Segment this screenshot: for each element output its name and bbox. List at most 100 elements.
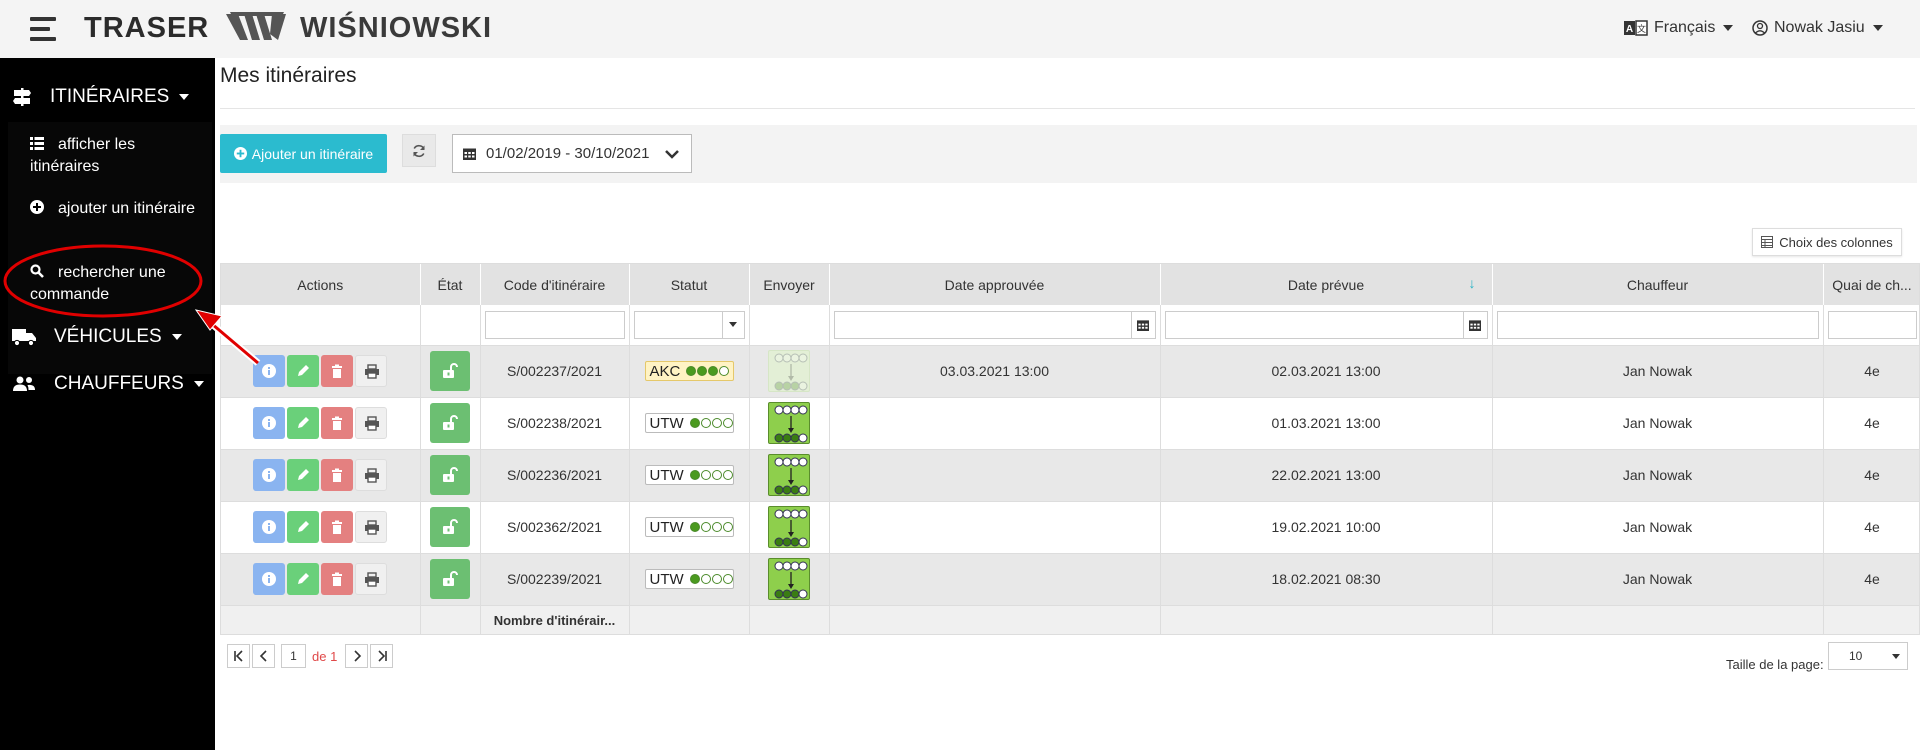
column-chooser-button[interactable]: Choix des colonnes xyxy=(1752,228,1902,256)
add-itinerary-button[interactable]: Ajouter un itinéraire xyxy=(220,134,387,173)
column-header-status[interactable]: Statut xyxy=(629,264,750,305)
printer-icon xyxy=(365,468,380,483)
send-flow-icon xyxy=(774,561,808,599)
column-header-approved-date[interactable]: Date approuvée xyxy=(829,264,1161,305)
dock-filter-input[interactable] xyxy=(1827,310,1917,339)
sidebar-item-itineraires[interactable]: ITINÉRAIRES xyxy=(12,86,190,108)
status-dot xyxy=(711,418,722,428)
unlock-button[interactable] xyxy=(430,507,470,547)
table-row[interactable]: S/002236/2021 UTW 22.02.2021 13:00 Jan Nowa… xyxy=(221,449,1919,502)
column-header-driver[interactable]: Chauffeur xyxy=(1492,264,1824,305)
planned-date-cell: 02.03.2021 13:00 xyxy=(1160,345,1493,398)
column-header-send[interactable]: Envoyer xyxy=(749,264,830,305)
edit-button[interactable] xyxy=(287,563,320,595)
language-selector[interactable]: A 文 Français xyxy=(1624,19,1734,37)
delete-button[interactable] xyxy=(321,511,354,543)
status-filter-select[interactable] xyxy=(633,310,745,339)
print-button[interactable] xyxy=(355,355,388,387)
edit-button[interactable] xyxy=(287,407,320,439)
status-code: UTW xyxy=(649,414,684,432)
prev-page-button[interactable] xyxy=(252,644,275,668)
info-button[interactable] xyxy=(253,459,286,491)
unlock-button[interactable] xyxy=(430,559,470,599)
first-page-icon xyxy=(233,650,243,662)
delete-button[interactable] xyxy=(321,563,354,595)
print-button[interactable] xyxy=(355,407,388,439)
column-header-code[interactable]: Code d'itinéraire xyxy=(480,264,630,305)
pencil-icon xyxy=(298,573,310,584)
edit-button[interactable] xyxy=(287,511,320,543)
delete-button[interactable] xyxy=(321,355,354,387)
dock-cell: 4e xyxy=(1823,345,1919,398)
send-button[interactable] xyxy=(768,454,810,496)
send-button[interactable] xyxy=(768,558,810,600)
calendar-button[interactable] xyxy=(1462,311,1487,338)
edit-button[interactable] xyxy=(287,459,320,491)
code-filter-input[interactable] xyxy=(484,310,625,339)
send-button[interactable] xyxy=(768,402,810,444)
info-button[interactable] xyxy=(253,563,286,595)
send-button[interactable] xyxy=(768,350,810,392)
delete-button[interactable] xyxy=(321,407,354,439)
column-header-label: Date prévue xyxy=(1287,276,1365,293)
users-icon xyxy=(13,376,35,391)
submenu-item-afficher[interactable]: afficher les itinéraires xyxy=(30,134,200,178)
status-dot xyxy=(700,522,711,532)
submenu-item-rechercher[interactable]: rechercher une commande xyxy=(30,262,200,306)
plus-circle-icon xyxy=(30,200,44,214)
user-menu[interactable]: Nowak Jasiu xyxy=(1752,19,1883,37)
unlock-button[interactable] xyxy=(430,351,470,391)
page-size-select[interactable]: 10 xyxy=(1828,642,1908,670)
chevron-down-icon xyxy=(193,381,204,387)
page-number-input[interactable]: 1 xyxy=(281,644,306,668)
status-dot xyxy=(711,470,722,480)
driver-filter-input[interactable] xyxy=(1496,310,1819,339)
state-cell xyxy=(420,553,481,606)
approved-date-filter-input[interactable] xyxy=(833,310,1156,339)
code-cell: S/002236/2021 xyxy=(480,449,630,502)
calendar-icon xyxy=(1469,320,1481,331)
dock-cell: 4e xyxy=(1823,553,1919,606)
info-button[interactable] xyxy=(253,511,286,543)
unlock-button[interactable] xyxy=(430,403,470,443)
last-page-icon xyxy=(378,650,387,662)
status-dot xyxy=(689,418,700,428)
send-button[interactable] xyxy=(768,506,810,548)
column-header-dock[interactable]: Quai de ch... xyxy=(1823,264,1919,305)
footer-cell xyxy=(1492,605,1824,634)
next-page-button[interactable] xyxy=(345,644,369,668)
status-badge: UTW xyxy=(644,465,734,485)
dropdown-toggle[interactable] xyxy=(1883,643,1907,669)
translate-icon: A 文 xyxy=(1624,20,1648,36)
print-button[interactable] xyxy=(355,563,388,595)
hamburger-menu-icon[interactable] xyxy=(30,17,56,41)
info-button[interactable] xyxy=(253,407,286,439)
table-row[interactable]: S/002238/2021 UTW 01.03.2021 13:00 Jan Nowa… xyxy=(221,397,1919,450)
column-header-planned-date[interactable]: Date prévue ↓ xyxy=(1160,264,1493,305)
date-range-picker[interactable]: 01/02/2019 - 30/10/2021 xyxy=(452,134,692,173)
table-row[interactable]: S/002239/2021 UTW 18.02.2021 08:30 Jan Nowa… xyxy=(221,553,1919,606)
delete-button[interactable] xyxy=(321,459,354,491)
calendar-button[interactable] xyxy=(1130,311,1155,338)
print-button[interactable] xyxy=(355,459,388,491)
table-row[interactable]: S/002237/2021 AKC 03.03.2021 13:00 02.03.20… xyxy=(221,345,1919,398)
submenu-item-ajouter[interactable]: ajouter un itinéraire xyxy=(30,198,200,220)
refresh-button[interactable] xyxy=(402,134,436,167)
sidebar-item-vehicules[interactable]: VÉHICULES xyxy=(12,326,182,348)
unlock-button[interactable] xyxy=(430,455,470,495)
planned-date-filter-input[interactable] xyxy=(1164,310,1488,339)
trash-icon xyxy=(332,572,343,586)
print-button[interactable] xyxy=(355,511,388,543)
status-cell: UTW xyxy=(629,501,750,554)
edit-button[interactable] xyxy=(287,355,320,387)
last-page-button[interactable] xyxy=(370,644,394,668)
chevron-down-icon xyxy=(179,94,190,100)
dropdown-toggle[interactable] xyxy=(721,311,744,338)
sidebar-item-label: VÉHICULES xyxy=(54,326,162,347)
table-row[interactable]: S/002362/2021 UTW 19.02.2021 10:00 Jan Nowa… xyxy=(221,501,1919,554)
column-header-state[interactable]: État xyxy=(420,264,481,305)
sidebar-item-chauffeurs[interactable]: CHAUFFEURS xyxy=(12,373,204,395)
send-flow-icon xyxy=(774,457,808,495)
info-button[interactable] xyxy=(253,355,286,387)
first-page-button[interactable] xyxy=(227,644,250,668)
